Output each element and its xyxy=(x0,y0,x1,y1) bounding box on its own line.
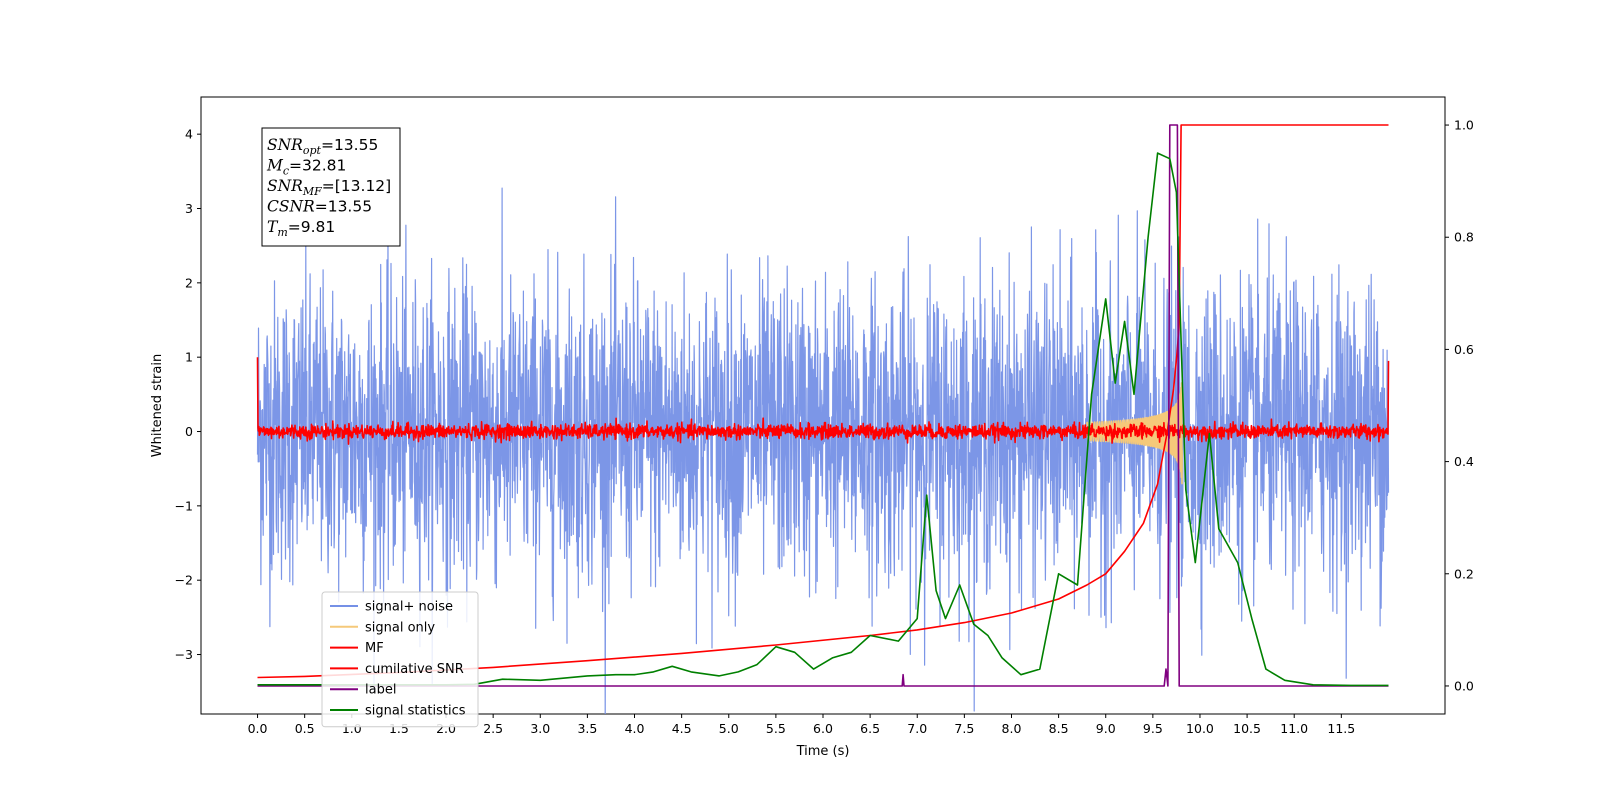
legend-item-cumilative-snr: cumilative SNR xyxy=(330,662,464,677)
x-tick-label: 2.5 xyxy=(483,721,503,736)
x-tick-label: 6.0 xyxy=(813,721,833,736)
x-tick-label: 4.5 xyxy=(672,721,692,736)
legend-frame xyxy=(321,591,479,728)
stats-annotation-box: SNRopt=13.55Mc=32.81SNRMF=[13.12]CSNR=13… xyxy=(261,127,401,247)
legend-label: cumilative SNR xyxy=(365,662,464,677)
x-tick-label: 4.0 xyxy=(625,721,645,736)
annotation-line: SNRopt=13.55 xyxy=(267,136,378,157)
x-tick-label: 8.0 xyxy=(1002,721,1022,736)
legend-label: MF xyxy=(365,641,384,656)
annotation-line: Mc=32.81 xyxy=(266,157,346,178)
legend-item-mf: MF xyxy=(330,641,384,656)
x-axis-label: Time (s) xyxy=(796,744,850,759)
annotation-frame xyxy=(261,127,401,247)
y-tick-label: 2 xyxy=(185,275,193,290)
y2-tick-label: 0.4 xyxy=(1454,454,1474,469)
legend-label: signal+ noise xyxy=(365,600,453,615)
y2-tick-label: 0.0 xyxy=(1454,678,1474,693)
x-tick-label: 5.5 xyxy=(766,721,786,736)
annotation-line: CSNR=13.55 xyxy=(267,198,372,216)
x-tick-label: 6.5 xyxy=(860,721,880,736)
x-tick-label: 9.5 xyxy=(1143,721,1163,736)
y-axis-label: Whitened strain xyxy=(150,354,165,457)
x-tick-label: 8.5 xyxy=(1049,721,1069,736)
series-line-signal-noise xyxy=(256,187,1390,714)
y-axis-ticks: 4 3 2 1 0 −1 −2 −3 xyxy=(175,127,201,662)
legend-item-signal-noise: signal+ noise xyxy=(330,600,453,615)
legend-item-signal-statistics: signal statistics xyxy=(330,704,466,719)
x-tick-label: 0.0 xyxy=(248,721,268,736)
x-tick-label: 11.0 xyxy=(1280,721,1308,736)
x-tick-label: 5.0 xyxy=(719,721,739,736)
annotation-line: Tm=9.81 xyxy=(267,218,335,239)
y2-tick-label: 0.2 xyxy=(1454,566,1474,581)
y-tick-label: 1 xyxy=(185,350,193,365)
series-layer xyxy=(256,124,1390,714)
x-tick-label: 0.5 xyxy=(295,721,315,736)
y2-tick-label: 0.8 xyxy=(1454,230,1474,245)
x-tick-label: 3.0 xyxy=(530,721,550,736)
y-tick-label: −3 xyxy=(175,647,193,662)
x-tick-label: 7.5 xyxy=(954,721,974,736)
plot-area: 0.0 0.5 1.0 1.5 2.0 2.5 3.0 3.5 4.0 4.5 5.0 5.5 6.0 6… xyxy=(150,96,1474,759)
legend: signal+ noise signal only MF cumilative SNR… xyxy=(321,591,479,728)
legend-item-label: label xyxy=(330,683,396,698)
annotation-line: SNRMF=[13.12] xyxy=(267,177,391,198)
y-tick-label: 4 xyxy=(185,127,193,142)
y2-axis-ticks: 1.0 0.8 0.6 0.4 0.2 0.0 xyxy=(1445,118,1474,693)
y-tick-label: −1 xyxy=(175,498,193,513)
y-tick-label: 3 xyxy=(185,201,193,216)
x-tick-label: 9.0 xyxy=(1096,721,1116,736)
y-tick-label: 0 xyxy=(185,424,193,439)
legend-label: signal statistics xyxy=(365,704,466,719)
x-tick-label: 3.5 xyxy=(577,721,597,736)
series-line-label xyxy=(257,124,1389,687)
x-tick-label: 10.5 xyxy=(1233,721,1261,736)
x-tick-label: 7.0 xyxy=(907,721,927,736)
y2-tick-label: 0.6 xyxy=(1454,342,1474,357)
y-tick-label: −2 xyxy=(175,573,193,588)
y2-tick-label: 1.0 xyxy=(1454,118,1474,133)
series-line-signal-statistics xyxy=(257,152,1389,687)
legend-label: signal only xyxy=(365,620,435,635)
x-axis-ticks: 0.0 0.5 1.0 1.5 2.0 2.5 3.0 3.5 4.0 4.5 5.0 5.5 6.0 6… xyxy=(248,714,1355,736)
series-line-mf xyxy=(256,357,1390,445)
x-tick-label: 11.5 xyxy=(1327,721,1355,736)
legend-item-signal-only: signal only xyxy=(330,620,435,635)
legend-label: label xyxy=(365,683,396,698)
x-tick-label: 10.0 xyxy=(1186,721,1214,736)
